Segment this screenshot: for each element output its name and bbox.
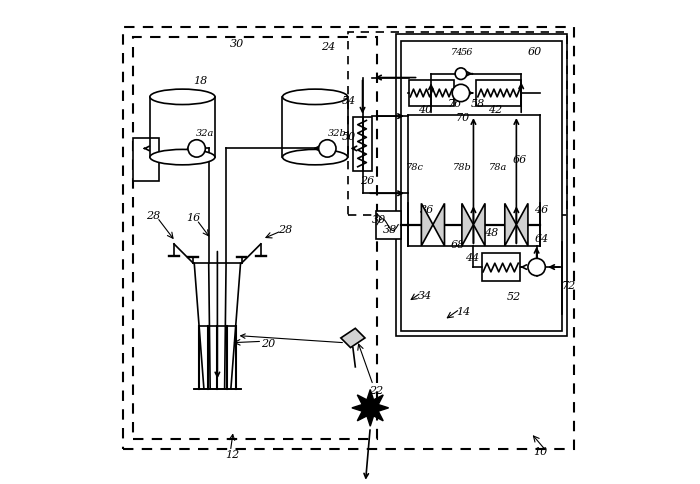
- Text: 26: 26: [360, 175, 374, 185]
- Text: 24: 24: [321, 42, 335, 52]
- Circle shape: [452, 85, 470, 103]
- Text: 56: 56: [461, 48, 473, 58]
- Polygon shape: [433, 204, 445, 246]
- Text: 32a: 32a: [196, 129, 214, 138]
- Text: 50: 50: [342, 132, 356, 142]
- Polygon shape: [473, 204, 485, 246]
- Text: 62: 62: [528, 260, 542, 270]
- Text: 36: 36: [420, 204, 434, 214]
- Circle shape: [318, 140, 336, 158]
- FancyBboxPatch shape: [395, 35, 567, 336]
- Text: 66: 66: [512, 154, 527, 164]
- Text: 18: 18: [193, 76, 208, 86]
- Polygon shape: [352, 390, 389, 426]
- Text: 28: 28: [278, 225, 292, 235]
- FancyBboxPatch shape: [132, 138, 159, 182]
- Text: 20: 20: [261, 338, 275, 348]
- Text: 34: 34: [418, 290, 432, 300]
- FancyBboxPatch shape: [476, 81, 522, 106]
- Ellipse shape: [150, 150, 215, 166]
- Text: 28: 28: [146, 211, 160, 221]
- Text: 60: 60: [528, 47, 542, 57]
- Ellipse shape: [283, 150, 348, 166]
- Circle shape: [455, 69, 467, 80]
- Text: 78b: 78b: [453, 163, 472, 171]
- Polygon shape: [517, 204, 528, 246]
- Polygon shape: [421, 204, 433, 246]
- Ellipse shape: [150, 90, 215, 106]
- Text: 32b: 32b: [328, 129, 346, 138]
- Text: 76: 76: [448, 99, 462, 109]
- Text: 44: 44: [466, 253, 480, 262]
- FancyBboxPatch shape: [376, 212, 400, 240]
- Text: 74: 74: [452, 48, 464, 58]
- Text: 46: 46: [534, 204, 548, 214]
- Circle shape: [528, 259, 545, 276]
- Polygon shape: [341, 329, 365, 348]
- Polygon shape: [505, 204, 517, 246]
- Text: 58: 58: [471, 98, 485, 108]
- Text: 52: 52: [507, 291, 521, 301]
- Text: 78a: 78a: [489, 163, 508, 171]
- Text: 14: 14: [456, 307, 470, 317]
- Text: 72: 72: [561, 280, 575, 290]
- Text: 30: 30: [230, 39, 244, 49]
- Text: 22: 22: [370, 385, 384, 395]
- Text: 78c: 78c: [405, 163, 424, 171]
- Text: 70: 70: [455, 113, 470, 123]
- Ellipse shape: [283, 90, 348, 106]
- Text: 42: 42: [487, 105, 502, 115]
- Text: 48: 48: [484, 227, 498, 237]
- Circle shape: [188, 140, 205, 158]
- FancyBboxPatch shape: [482, 254, 520, 282]
- FancyBboxPatch shape: [353, 117, 372, 171]
- Text: 12: 12: [225, 449, 239, 459]
- FancyBboxPatch shape: [409, 81, 454, 106]
- Text: 40: 40: [418, 105, 432, 115]
- Text: 16: 16: [186, 213, 200, 223]
- Polygon shape: [462, 204, 473, 246]
- FancyBboxPatch shape: [400, 42, 562, 331]
- Text: 64: 64: [534, 233, 549, 243]
- Text: 54: 54: [342, 96, 356, 106]
- Text: 38: 38: [382, 225, 397, 235]
- Text: 68: 68: [450, 240, 465, 249]
- Text: 10: 10: [533, 446, 547, 456]
- Text: 30: 30: [372, 214, 386, 225]
